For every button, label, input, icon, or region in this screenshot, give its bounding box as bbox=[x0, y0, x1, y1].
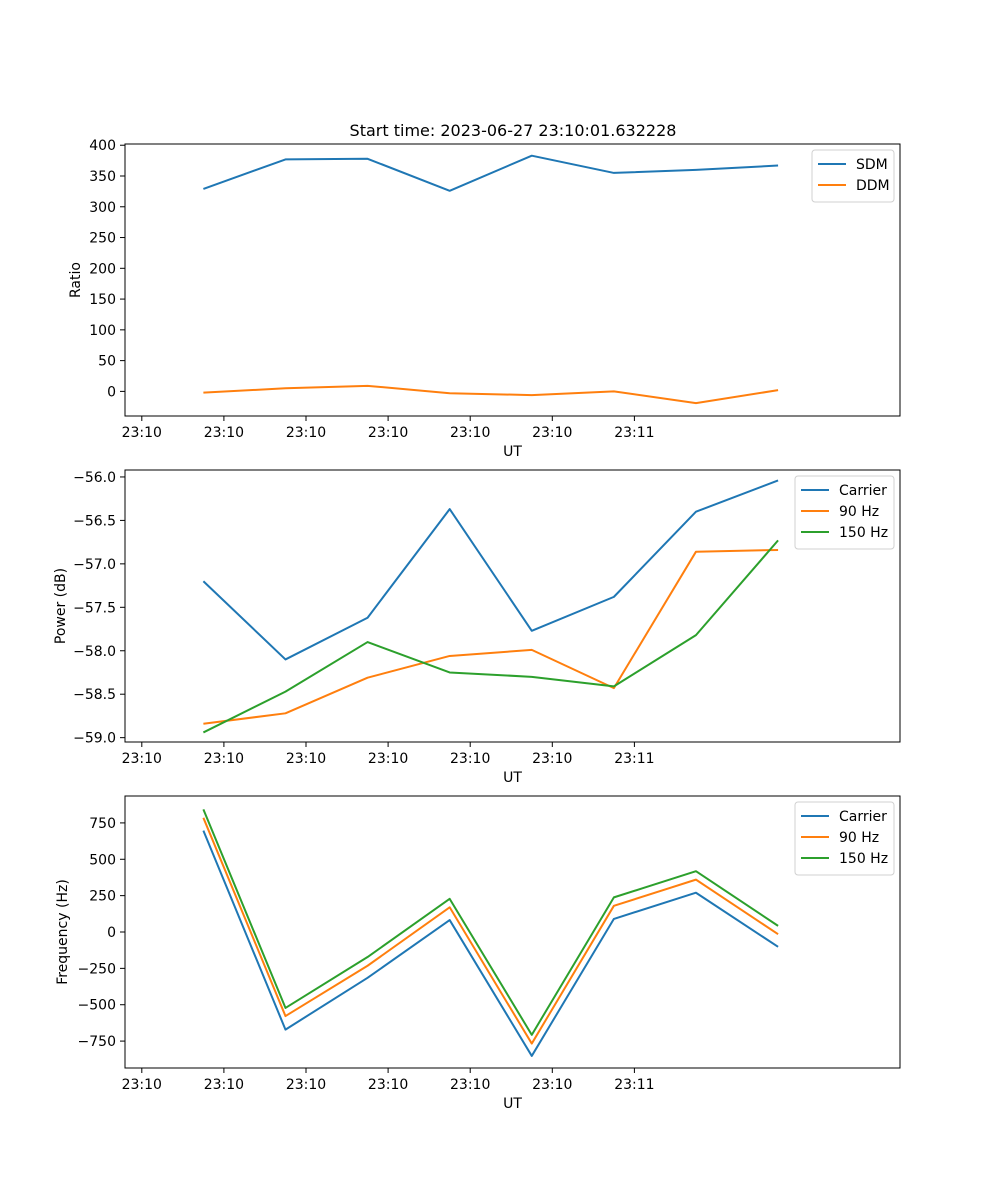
x-axis-label: UT bbox=[503, 770, 522, 786]
y-tick-label: 0 bbox=[107, 925, 116, 941]
legend: SDM DDM bbox=[811, 149, 895, 203]
x-tick-label: 23:10 bbox=[368, 751, 408, 767]
legend-label: Carrier bbox=[839, 809, 887, 825]
legend-label: 90 Hz bbox=[839, 504, 879, 520]
x-axis-label: UT bbox=[503, 444, 522, 460]
axes-frame bbox=[124, 469, 901, 743]
legend-box bbox=[794, 475, 895, 550]
x-tick-label: 23:11 bbox=[614, 751, 654, 767]
x-tick-label: 23:10 bbox=[450, 425, 490, 441]
legend-label: SDM bbox=[856, 157, 888, 173]
y-tick-label: 400 bbox=[89, 138, 116, 154]
x-axis-label: UT bbox=[503, 1096, 522, 1112]
series-line-150-hz bbox=[202, 808, 779, 1036]
y-tick-label: −56.5 bbox=[73, 513, 116, 529]
x-tick-label: 23:10 bbox=[122, 425, 162, 441]
chart-panel-3: 23:10 23:10 23:10 23:10 23:10 23:10 23:11 −750 −… bbox=[55, 795, 901, 1112]
y-tick-label: −59.0 bbox=[73, 731, 116, 747]
y-tick-label: −250 bbox=[78, 961, 116, 977]
x-tick-label: 23:10 bbox=[368, 425, 408, 441]
series-line-ddm bbox=[203, 384, 779, 405]
y-tick-label: 500 bbox=[89, 852, 116, 868]
y-tick-label: −57.5 bbox=[73, 600, 116, 616]
x-tick-label: 23:10 bbox=[122, 1077, 162, 1093]
x-tick-label: 23:10 bbox=[450, 1077, 490, 1093]
x-tick-label: 23:10 bbox=[286, 1077, 326, 1093]
chart-panel-2: 23:10 23:10 23:10 23:10 23:10 23:10 23:11 −59.0… bbox=[53, 469, 901, 786]
series-line-90-hz bbox=[202, 817, 779, 1045]
legend: Carrier 90 Hz 150 Hz bbox=[794, 475, 895, 550]
chart-panels: 23:10 23:10 23:10 23:10 23:10 23:10 23:11 0 50 10… bbox=[53, 138, 901, 1112]
y-tick-label: −58.0 bbox=[73, 644, 116, 660]
x-tick-label: 23:10 bbox=[368, 1077, 408, 1093]
x-tick-label: 23:10 bbox=[204, 751, 244, 767]
y-tick-label: 250 bbox=[89, 231, 116, 247]
legend-box bbox=[794, 801, 895, 876]
series-line-90-hz bbox=[203, 548, 779, 725]
y-tick-label: −500 bbox=[78, 998, 116, 1014]
series-line-150-hz bbox=[202, 539, 779, 734]
y-tick-label: 250 bbox=[89, 889, 116, 905]
x-tick-label: 23:10 bbox=[122, 751, 162, 767]
y-tick-label: 100 bbox=[89, 323, 116, 339]
legend-label: DDM bbox=[856, 178, 890, 194]
legend-label: 150 Hz bbox=[839, 851, 888, 867]
x-tick-label: 23:11 bbox=[614, 425, 654, 441]
x-tick-label: 23:10 bbox=[286, 425, 326, 441]
y-axis-label: Power (dB) bbox=[53, 568, 69, 644]
x-tick-label: 23:10 bbox=[204, 425, 244, 441]
x-tick-label: 23:10 bbox=[532, 1077, 572, 1093]
y-tick-label: 350 bbox=[89, 169, 116, 185]
legend-label: 90 Hz bbox=[839, 830, 879, 846]
y-tick-label: −750 bbox=[78, 1034, 116, 1050]
series-line-carrier bbox=[202, 479, 779, 661]
y-tick-label: 750 bbox=[89, 816, 116, 832]
x-tick-label: 23:10 bbox=[286, 751, 326, 767]
legend: Carrier 90 Hz 150 Hz bbox=[794, 801, 895, 876]
y-axis-label: Ratio bbox=[68, 262, 84, 298]
x-tick-label: 23:10 bbox=[532, 751, 572, 767]
legend-label: 150 Hz bbox=[839, 525, 888, 541]
x-tick-label: 23:10 bbox=[450, 751, 490, 767]
y-tick-label: 50 bbox=[98, 354, 116, 370]
legend-label: Carrier bbox=[839, 483, 887, 499]
figure-title: Start time: 2023-06-27 23:10:01.632228 bbox=[350, 121, 677, 140]
y-tick-label: −57.0 bbox=[73, 557, 116, 573]
y-axis-label: Frequency (Hz) bbox=[55, 879, 71, 985]
y-tick-label: 150 bbox=[89, 292, 116, 308]
y-tick-label: −58.5 bbox=[73, 687, 116, 703]
x-tick-label: 23:11 bbox=[614, 1077, 654, 1093]
chart-panel-1: 23:10 23:10 23:10 23:10 23:10 23:10 23:11 0 50 10… bbox=[68, 138, 901, 460]
y-tick-label: 200 bbox=[89, 261, 116, 277]
x-tick-label: 23:10 bbox=[532, 425, 572, 441]
axes-frame bbox=[124, 143, 901, 417]
y-tick-label: −56.0 bbox=[73, 470, 116, 486]
y-tick-label: 0 bbox=[107, 384, 116, 400]
series-line-carrier bbox=[202, 830, 779, 1057]
series-line-sdm bbox=[203, 154, 779, 192]
x-tick-label: 23:10 bbox=[204, 1077, 244, 1093]
y-tick-label: 300 bbox=[89, 200, 116, 216]
axes-frame bbox=[124, 795, 901, 1069]
